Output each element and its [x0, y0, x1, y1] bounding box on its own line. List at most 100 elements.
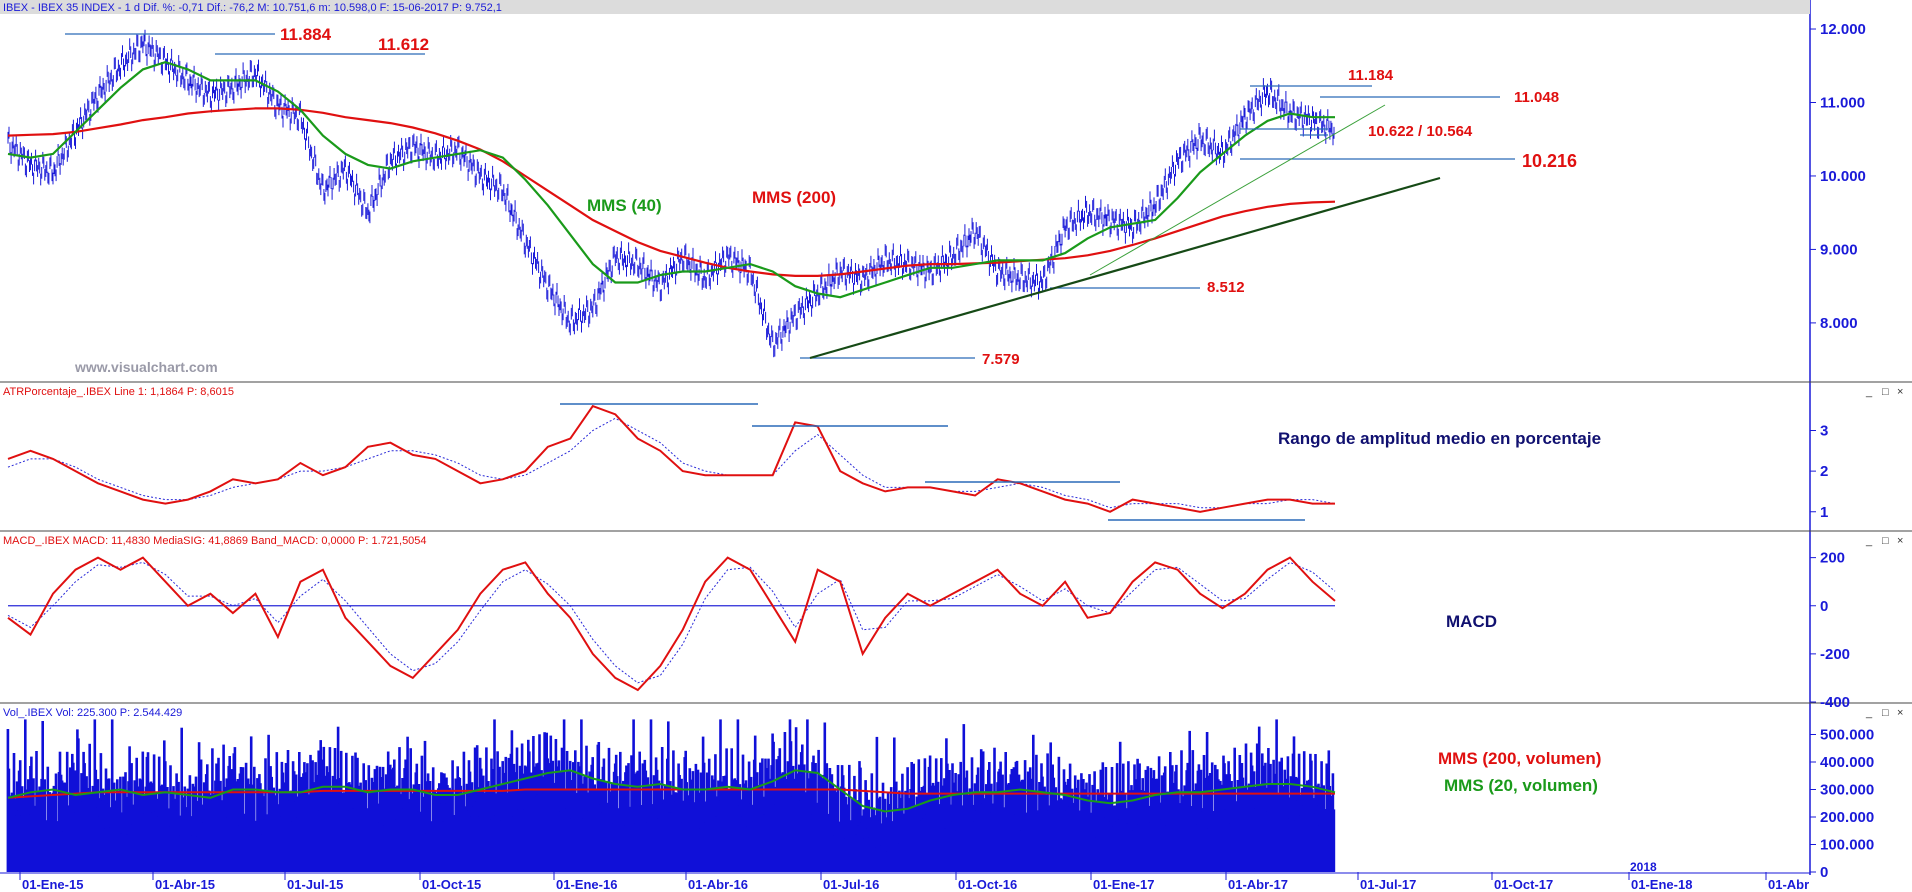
macd-line	[7, 556, 1336, 692]
volume-bar	[1018, 781, 1022, 872]
vol-maximize-icon: □	[1882, 707, 1889, 719]
volume-bar	[831, 784, 835, 872]
volume-bar	[859, 767, 862, 872]
price-panel-header: IBEX - IBEX 35 INDEX - 1 d Dif. %: -0,71…	[3, 2, 502, 14]
label-11612: 11.612	[378, 35, 429, 54]
vol-mms200-line	[7, 788, 1335, 799]
2-y-tick-label: -400	[1820, 694, 1850, 711]
volume-bar	[1099, 769, 1103, 872]
label-10216: 10.216	[1522, 151, 1577, 171]
volume-bar	[359, 782, 362, 872]
volume-bar	[180, 727, 183, 872]
volume-bar	[451, 760, 454, 872]
1-y-tick-label: 3	[1820, 423, 1828, 440]
2-y-tick-label: 200	[1820, 550, 1845, 567]
3-y-tick-label: 200.000	[1820, 809, 1874, 826]
x-axis: 01-Ene-15 01-Abr-15 01-Jul-15 01-Oct-15 01-E…	[19, 860, 1809, 892]
volume-bar	[756, 772, 759, 872]
volume-bar	[141, 751, 145, 872]
volume-bar	[878, 796, 882, 872]
volume-bar	[194, 776, 198, 872]
volume-bar	[1136, 758, 1139, 872]
volume-bar	[1118, 741, 1122, 872]
volume-bar	[259, 783, 262, 872]
label-mms200-volumen: MMS (200, volumen)	[1438, 749, 1601, 768]
volume-bar	[270, 776, 273, 872]
volume-bar	[848, 764, 851, 872]
x-tick-label: 01-Oct-15	[422, 877, 481, 892]
volume-bar	[119, 776, 122, 872]
x-tick-label: 01-Jul-17	[1360, 877, 1416, 892]
0-y-tick-label: 8.000	[1820, 315, 1858, 332]
volume-bar	[1110, 767, 1114, 872]
volume-bar	[867, 799, 870, 872]
volume-bar	[1094, 801, 1097, 872]
volume-bar	[183, 786, 187, 872]
1-y-tick-label: 2	[1820, 463, 1828, 480]
trendline-secondary	[1089, 104, 1386, 276]
volume-bar	[1217, 779, 1220, 872]
volume-bar	[381, 766, 385, 872]
volume-bar	[873, 815, 877, 872]
volume-bars	[6, 719, 1336, 872]
atr-annotations: Rango de amplitud medio en porcentaje	[560, 403, 1601, 521]
macd-title: MACD	[1446, 612, 1497, 631]
volume-bar	[1007, 783, 1011, 872]
x-tick-label: 01-Abr	[1768, 877, 1809, 892]
mms200-line	[7, 107, 1336, 277]
vol-mms20-line	[7, 769, 1336, 813]
volume-bar	[901, 773, 904, 872]
year-label: 2018	[1630, 860, 1657, 874]
volume-bar	[130, 763, 133, 872]
3-y-tick-label: 0	[1820, 864, 1828, 881]
0-y-tick-label: 9.000	[1820, 241, 1858, 258]
volume-bar	[842, 787, 846, 872]
volume-bar	[1088, 774, 1091, 872]
volume-bar	[107, 778, 111, 872]
volume-bar	[1332, 809, 1336, 872]
volume-bar	[1130, 785, 1133, 872]
volume-bar	[1228, 774, 1231, 872]
volume-bar	[1286, 756, 1290, 872]
volume-bar	[943, 778, 946, 872]
x-tick-label: 01-Ene-15	[22, 877, 83, 892]
volume-bar	[954, 773, 957, 872]
volume-bar	[49, 793, 53, 872]
x-tick-label: 01-Jul-16	[823, 877, 879, 892]
volume-bar	[965, 770, 969, 872]
volume-bar	[264, 758, 267, 872]
x-tick-label: 01-Oct-16	[958, 877, 1017, 892]
vol-panel-header: Vol_.IBEX Vol: 225.300 P: 2.544.429	[3, 707, 182, 719]
volume-bar	[767, 758, 770, 872]
atr-signal-line	[7, 417, 1336, 509]
volume-bar	[267, 734, 270, 872]
volume-bar	[336, 726, 340, 872]
volume-bar	[38, 786, 41, 872]
0-y-tick-label: 11.000	[1820, 94, 1865, 111]
volume-bar	[1275, 719, 1278, 872]
volume-bar	[446, 785, 449, 872]
mms40-line	[7, 60, 1335, 299]
x-tick-label: 01-Ene-16	[556, 877, 617, 892]
volume-bar	[113, 800, 117, 872]
3-y-tick-label: 100.000	[1820, 837, 1874, 854]
volume-bar	[1175, 764, 1178, 872]
macd-annotations: MACD	[1446, 612, 1497, 631]
volume-bar	[1030, 778, 1033, 872]
price-panel: 12.000 11.000 10.000 9.000 8.000	[7, 21, 1866, 358]
macd-panel: 200 0 -200 -400	[7, 550, 1850, 711]
volume-bar	[884, 817, 888, 872]
volume-bar	[253, 766, 256, 872]
volume-bar	[912, 763, 915, 872]
volume-bar	[1141, 778, 1144, 872]
vol-annotations: MMS (200, volumen) MMS (20, volumen)	[1438, 749, 1601, 795]
volume-bar	[893, 737, 896, 872]
volume-bar	[714, 754, 717, 872]
panel-window-controls[interactable]: _ □ × _ □ × _ □ ×	[1865, 386, 1903, 719]
volume-bar	[1049, 742, 1052, 872]
volume-bar	[591, 757, 594, 872]
volume-bar	[7, 768, 11, 872]
volume-bar	[510, 730, 514, 872]
